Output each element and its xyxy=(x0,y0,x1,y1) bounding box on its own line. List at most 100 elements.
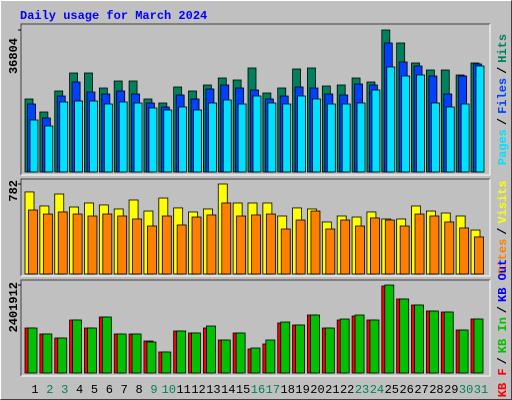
panel-border-dark xyxy=(20,178,490,276)
x-tick-label: 4 xyxy=(76,383,83,397)
legend-entry: KB Out xyxy=(496,259,510,302)
bar xyxy=(42,333,53,374)
x-tick-label: 2 xyxy=(46,383,53,397)
x-tick-label: 11 xyxy=(176,383,190,397)
legend-separator: / xyxy=(496,306,510,313)
legend-separator: / xyxy=(496,228,510,235)
x-tick-label: 16 xyxy=(251,383,265,397)
bar xyxy=(161,351,172,374)
bar xyxy=(74,100,83,173)
bar xyxy=(132,218,142,275)
legend-separator: / xyxy=(496,118,510,125)
panel-border-light xyxy=(21,280,491,377)
bar xyxy=(429,215,440,275)
bar xyxy=(237,103,247,173)
bar xyxy=(133,102,143,173)
bar xyxy=(297,95,307,173)
bar xyxy=(207,102,217,173)
bar xyxy=(191,216,202,275)
bar xyxy=(116,333,127,374)
x-tick-label: 19 xyxy=(295,383,309,397)
bar xyxy=(280,228,291,275)
bar xyxy=(280,321,291,374)
bar xyxy=(72,213,83,275)
bar xyxy=(460,103,470,173)
bar xyxy=(102,213,113,275)
bar xyxy=(161,215,172,275)
x-tick-label: 3 xyxy=(61,383,68,397)
panel-border-dark xyxy=(20,279,490,376)
bar xyxy=(29,119,39,173)
x-tick-label: 21 xyxy=(325,383,339,397)
x-tick-label: 6 xyxy=(106,383,113,397)
bar xyxy=(282,103,292,173)
x-tick-label: 15 xyxy=(236,383,250,397)
bar xyxy=(57,211,68,275)
bar xyxy=(59,101,69,173)
bar xyxy=(430,102,440,173)
y-tick-label: 2401912 xyxy=(7,282,21,332)
x-tick-label: 25 xyxy=(385,383,399,397)
bar xyxy=(118,101,128,173)
bar xyxy=(42,213,53,275)
legend-entry: Pages xyxy=(496,129,510,165)
bar xyxy=(428,310,439,374)
legend-entry: Sites xyxy=(496,239,510,275)
x-tick-label: 29 xyxy=(444,383,458,397)
bar xyxy=(399,225,410,275)
bar xyxy=(416,74,425,173)
legend-entry: KB F xyxy=(496,368,510,397)
x-tick-label: 18 xyxy=(281,383,295,397)
x-tick-label: 31 xyxy=(474,383,488,397)
x-tick-label: 23 xyxy=(355,383,369,397)
bar xyxy=(386,66,396,173)
bar xyxy=(414,213,425,275)
bar xyxy=(220,339,231,374)
bar xyxy=(146,341,157,374)
y-tick-label: 36804 xyxy=(7,38,21,74)
bar xyxy=(325,228,336,275)
bar xyxy=(384,219,395,275)
bar xyxy=(176,224,187,275)
bar xyxy=(252,95,262,173)
bar xyxy=(176,330,187,374)
x-tick-label: 24 xyxy=(370,383,384,397)
legend: KB F / KB In / KB Out xyxy=(496,259,510,397)
x-tick-label: 17 xyxy=(266,383,280,397)
panel-border-light xyxy=(21,24,491,176)
bar xyxy=(384,284,395,374)
bar xyxy=(235,332,246,374)
x-tick-label: 5 xyxy=(91,383,98,397)
x-tick-label: 12 xyxy=(191,383,205,397)
bar xyxy=(326,103,336,173)
x-tick-label: 20 xyxy=(310,383,324,397)
bar xyxy=(310,210,321,275)
bar xyxy=(458,329,469,374)
bar xyxy=(191,332,201,374)
bar xyxy=(89,100,98,173)
bar xyxy=(163,109,173,173)
bar xyxy=(445,106,455,173)
bar xyxy=(340,219,351,275)
bar xyxy=(236,215,247,275)
bar xyxy=(444,221,455,275)
bar xyxy=(324,327,335,374)
x-tick-label: 13 xyxy=(206,383,220,397)
bar xyxy=(371,89,381,173)
bar xyxy=(117,215,128,275)
bar xyxy=(295,324,306,374)
bar xyxy=(147,225,157,275)
x-tick-label: 26 xyxy=(399,383,413,397)
bar xyxy=(310,314,320,374)
bar xyxy=(148,107,158,173)
bar xyxy=(369,319,380,374)
bar xyxy=(355,225,365,275)
bar xyxy=(87,215,98,275)
legend-entry: Hits xyxy=(496,34,510,63)
bar xyxy=(295,219,306,275)
panel-border-light xyxy=(21,179,491,277)
bar xyxy=(354,314,365,374)
bar xyxy=(87,327,97,374)
bar xyxy=(474,236,484,275)
